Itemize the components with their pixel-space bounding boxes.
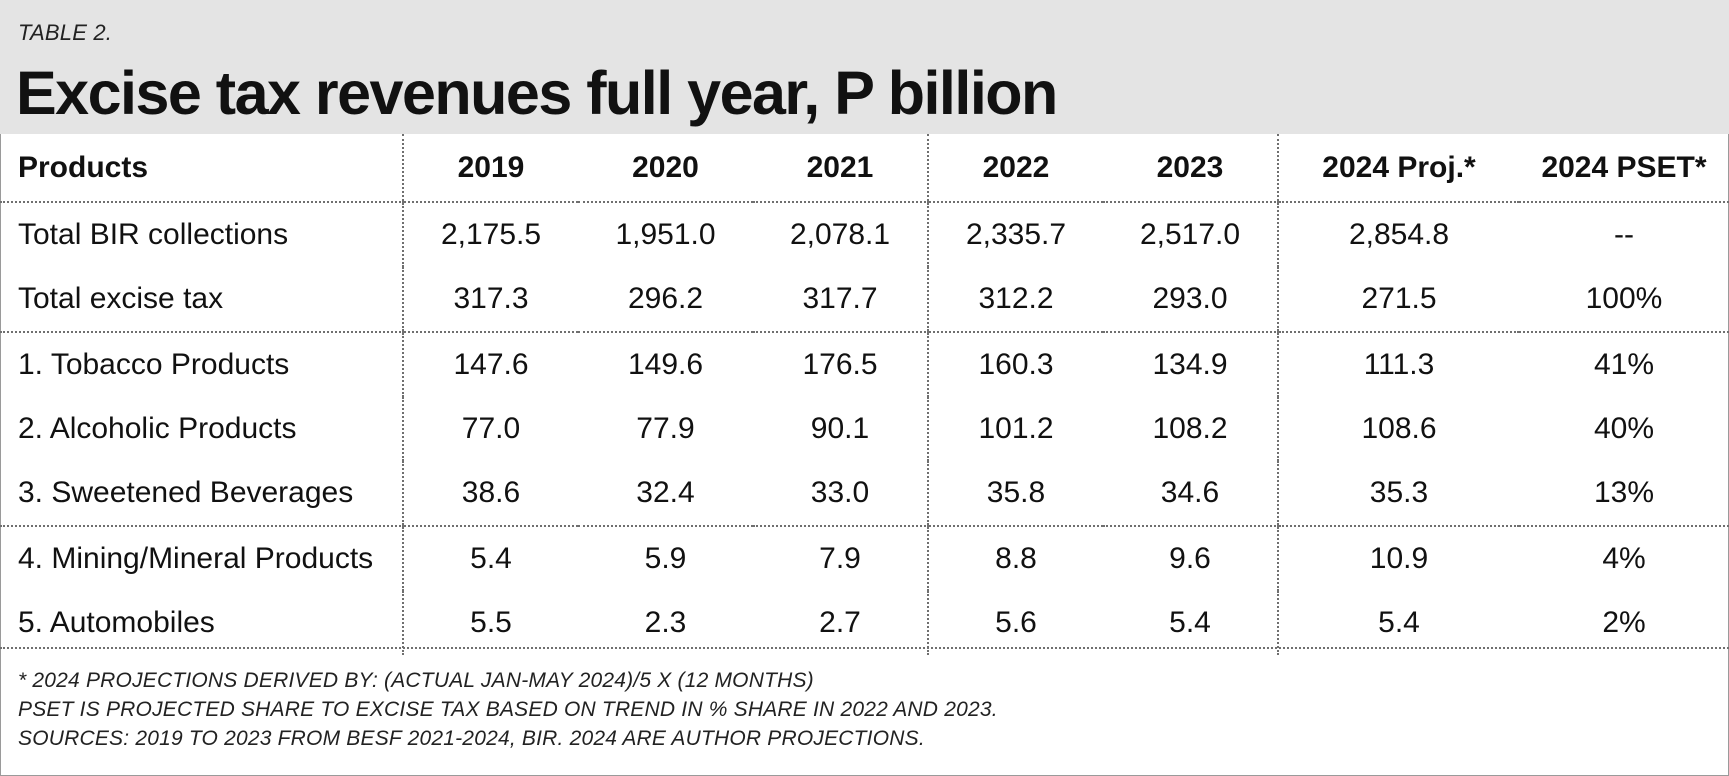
table-row: 1. Tobacco Products 147.6 149.6 176.5 16… [0,332,1729,397]
cell-2023: 134.9 [1152,348,1228,381]
table-row: 5. Automobiles 5.5 2.3 2.7 5.6 5.4 5.4 2… [0,591,1729,655]
cell-2023: 2,517.0 [1139,218,1241,251]
column-header-2024-proj: 2024 Proj.* [1277,134,1519,203]
column-header-2019: 2019 [402,134,578,203]
column-header-2024-pset: 2024 PSET* [1519,134,1729,203]
footnote-projection: * 2024 PROJECTIONS DERIVED BY: (ACTUAL J… [18,669,814,692]
header-row: Products 2019 2020 2021 2022 2023 2024 P… [0,134,1729,203]
cell-2023: 9.6 [1169,542,1211,575]
cell-2020: 2.3 [644,606,687,639]
column-header-2021: 2021 [753,134,928,203]
table-row: 2. Alcoholic Products 77.0 77.9 90.1 101… [0,397,1729,461]
cell-2021: 33.0 [753,461,928,527]
cell-2021: 2.7 [819,606,861,639]
cell-2022: 8.8 [927,526,1103,591]
cell-2022: 2,335.7 [927,202,1103,267]
cell-2020: 149.6 [627,348,704,381]
table-footnotes: * 2024 PROJECTIONS DERIVED BY: (ACTUAL J… [0,647,1729,776]
cell-2022: 5.6 [927,591,1103,655]
cell-2019: 147.6 [402,332,578,397]
footnote-pset: PSET IS PROJECTED SHARE TO EXCISE TAX BA… [18,698,998,721]
column-header-products: Products [0,134,403,203]
table-title: Excise tax revenues full year, P billion [16,59,1058,127]
row-label: 2. Alcoholic Products [18,412,297,445]
cell-2024-proj: 10.9 [1277,526,1519,591]
cell-2019: 38.6 [402,461,578,527]
cell-2024-proj: 108.6 [1277,397,1519,461]
cell-2020: 32.4 [578,461,753,527]
table-row: 3. Sweetened Beverages 38.6 32.4 33.0 35… [0,461,1729,527]
cell-2024-pset: 2% [1602,606,1646,639]
column-header-2020: 2020 [578,134,753,203]
table-header: TABLE 2. Excise tax revenues full year, … [0,0,1729,134]
cell-2024-proj: 111.3 [1277,332,1519,397]
cell-2019: 5.4 [402,526,578,591]
cell-2024-pset: 41% [1593,348,1655,381]
cell-2020: 5.9 [644,542,687,575]
cell-2020: 1,951.0 [615,218,716,251]
excise-tax-table: Products 2019 2020 2021 2022 2023 2024 P… [0,134,1729,655]
cell-2021: 176.5 [802,348,878,381]
cell-2021: 7.9 [819,542,861,575]
cell-2024-pset: -- [1614,218,1634,251]
cell-2019: 2,175.5 [402,202,578,267]
table-row: Total excise tax 317.3 296.2 317.7 312.2… [0,267,1729,333]
row-label: Total BIR collections [18,218,289,251]
table-label: TABLE 2. [18,20,113,45]
cell-2024-pset: 13% [1519,461,1729,527]
column-header-2022: 2022 [927,134,1103,203]
cell-2019: 77.0 [402,397,578,461]
cell-2021: 317.7 [753,267,928,333]
row-label: 4. Mining/Mineral Products [18,542,374,575]
cell-2022: 101.2 [927,397,1103,461]
cell-2023: 293.0 [1103,267,1278,333]
column-header-2023: 2023 [1103,134,1278,203]
cell-2024-proj: 271.5 [1277,267,1519,333]
cell-2024-pset: 40% [1593,412,1655,445]
cell-2023: 108.2 [1152,412,1228,445]
cell-2022: 35.8 [927,461,1103,527]
cell-2019: 5.5 [402,591,578,655]
cell-2022: 160.3 [927,332,1103,397]
cell-2021: 90.1 [810,412,870,445]
cell-2023: 5.4 [1169,606,1211,639]
row-label: 5. Automobiles [18,606,215,639]
cell-2022: 312.2 [927,267,1103,333]
row-label: 1. Tobacco Products [18,348,290,381]
row-label: 3. Sweetened Beverages [0,461,403,527]
row-label: Total excise tax [0,267,403,333]
table-row: 4. Mining/Mineral Products 5.4 5.9 7.9 8… [0,526,1729,591]
footnote-sources: SOURCES: 2019 TO 2023 FROM BESF 2021-202… [18,727,925,750]
cell-2024-proj: 5.4 [1277,591,1519,655]
cell-2024-pset: 4% [1602,542,1646,575]
cell-2020: 296.2 [578,267,753,333]
cell-2019: 317.3 [402,267,578,333]
cell-2024-pset: 100% [1519,267,1729,333]
cell-2024-proj: 2,854.8 [1277,202,1519,267]
cell-2023: 34.6 [1103,461,1278,527]
cell-2021: 2,078.1 [789,218,891,251]
cell-2020: 77.9 [636,412,695,445]
table-row: Total BIR collections 2,175.5 1,951.0 2,… [0,202,1729,267]
cell-2024-proj: 35.3 [1277,461,1519,527]
